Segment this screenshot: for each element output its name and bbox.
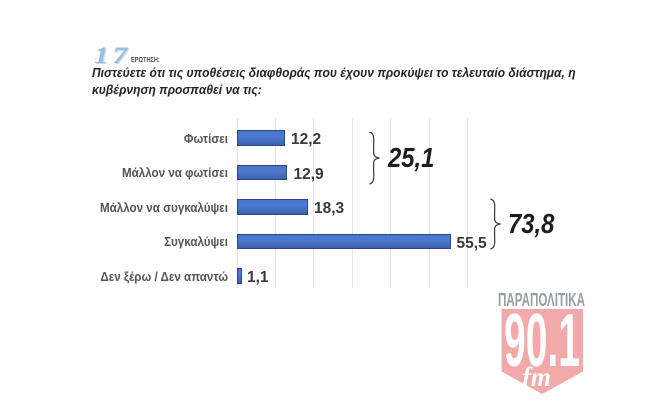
svg-text:fm: fm: [522, 362, 551, 392]
svg-text:90.1: 90.1: [504, 298, 580, 382]
svg-text:ΠΑΡΑΠΟΛΙΤΙΚΑ: ΠΑΡΑΠΟΛΙΤΙΚΑ: [498, 290, 585, 310]
